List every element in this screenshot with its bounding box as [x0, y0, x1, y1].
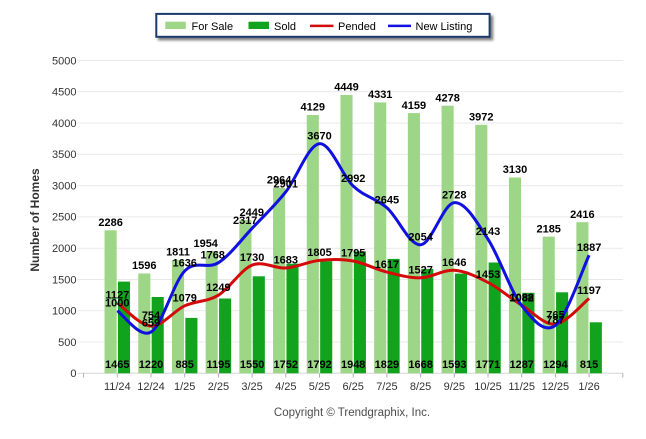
svg-text:2500: 2500: [52, 212, 76, 224]
svg-text:2964: 2964: [267, 175, 292, 187]
svg-text:659: 659: [142, 318, 160, 330]
svg-text:1000: 1000: [105, 297, 129, 309]
svg-text:2317: 2317: [233, 215, 257, 227]
svg-text:2449: 2449: [240, 207, 264, 219]
svg-text:10/25: 10/25: [474, 381, 502, 393]
svg-text:1294: 1294: [543, 359, 568, 371]
svg-text:1596: 1596: [132, 260, 156, 272]
svg-text:New Listing: New Listing: [416, 21, 473, 33]
svg-text:2901: 2901: [274, 179, 298, 191]
svg-text:500: 500: [58, 337, 76, 349]
svg-text:1500: 1500: [52, 274, 76, 286]
svg-text:Pended: Pended: [338, 21, 376, 33]
svg-text:1082: 1082: [509, 292, 533, 304]
svg-text:2/25: 2/25: [208, 381, 229, 393]
svg-text:3670: 3670: [307, 130, 331, 142]
svg-text:1/26: 1/26: [578, 381, 599, 393]
svg-text:1771: 1771: [476, 359, 500, 371]
svg-text:1220: 1220: [139, 359, 163, 371]
svg-text:1088: 1088: [509, 292, 533, 304]
svg-text:1683: 1683: [274, 255, 298, 267]
svg-text:4500: 4500: [52, 87, 76, 99]
svg-text:4/25: 4/25: [275, 381, 296, 393]
svg-text:765: 765: [546, 309, 564, 321]
svg-text:5/25: 5/25: [309, 381, 330, 393]
svg-text:1768: 1768: [200, 249, 224, 261]
svg-text:2286: 2286: [98, 217, 122, 229]
svg-text:3500: 3500: [52, 149, 76, 161]
svg-text:1195: 1195: [206, 359, 230, 371]
svg-text:2416: 2416: [570, 209, 594, 221]
svg-text:1805: 1805: [307, 247, 331, 259]
svg-text:0: 0: [70, 368, 76, 380]
svg-text:1752: 1752: [274, 359, 298, 371]
svg-text:2728: 2728: [442, 189, 466, 201]
svg-text:12/24: 12/24: [137, 381, 165, 393]
svg-text:1829: 1829: [375, 359, 399, 371]
svg-text:3000: 3000: [52, 180, 76, 192]
svg-text:754: 754: [142, 310, 161, 322]
svg-text:2000: 2000: [52, 243, 76, 255]
svg-text:2143: 2143: [476, 226, 500, 238]
svg-text:4331: 4331: [368, 89, 392, 101]
svg-text:1730: 1730: [240, 252, 264, 264]
svg-text:9/25: 9/25: [444, 381, 465, 393]
svg-text:4159: 4159: [402, 100, 426, 112]
svg-text:1593: 1593: [442, 359, 466, 371]
svg-text:1/25: 1/25: [174, 381, 195, 393]
svg-text:1954: 1954: [193, 238, 218, 250]
svg-text:Copyright © Trendgraphix, Inc.: Copyright © Trendgraphix, Inc.: [274, 407, 430, 419]
svg-text:1453: 1453: [476, 269, 500, 281]
svg-text:5000: 5000: [52, 55, 76, 67]
svg-text:1948: 1948: [341, 359, 365, 371]
svg-text:2054: 2054: [408, 232, 433, 244]
svg-text:1287: 1287: [509, 359, 533, 371]
svg-text:11/25: 11/25: [508, 381, 535, 393]
svg-text:2185: 2185: [536, 223, 560, 235]
svg-text:3972: 3972: [469, 112, 493, 124]
svg-text:1646: 1646: [442, 257, 466, 269]
svg-text:1000: 1000: [52, 306, 76, 318]
svg-text:1249: 1249: [206, 282, 230, 294]
svg-text:815: 815: [580, 359, 598, 371]
svg-text:4129: 4129: [301, 102, 325, 114]
svg-text:1617: 1617: [375, 259, 399, 271]
svg-text:Sold: Sold: [274, 21, 296, 33]
svg-text:7/25: 7/25: [376, 381, 397, 393]
svg-text:2992: 2992: [341, 173, 365, 185]
svg-text:Number of Homes: Number of Homes: [28, 168, 42, 272]
svg-text:1792: 1792: [307, 359, 331, 371]
svg-text:1079: 1079: [172, 293, 196, 305]
svg-text:3/25: 3/25: [241, 381, 262, 393]
svg-text:For Sale: For Sale: [192, 21, 234, 33]
svg-text:3130: 3130: [503, 164, 527, 176]
svg-text:4000: 4000: [52, 118, 76, 130]
svg-text:8/25: 8/25: [410, 381, 431, 393]
svg-text:11/24: 11/24: [104, 381, 131, 393]
svg-text:1887: 1887: [577, 242, 601, 254]
svg-text:12/25: 12/25: [542, 381, 570, 393]
svg-text:6/25: 6/25: [342, 381, 363, 393]
svg-text:4449: 4449: [334, 82, 358, 94]
svg-text:787: 787: [546, 315, 564, 327]
svg-text:2645: 2645: [375, 195, 399, 207]
svg-text:885: 885: [176, 359, 194, 371]
svg-text:4278: 4278: [435, 92, 459, 104]
svg-text:1127: 1127: [105, 290, 129, 302]
svg-text:1811: 1811: [166, 247, 190, 259]
svg-text:1795: 1795: [341, 248, 365, 260]
svg-text:1197: 1197: [577, 285, 601, 297]
svg-text:1550: 1550: [240, 359, 264, 371]
svg-text:1527: 1527: [408, 265, 432, 277]
svg-text:1668: 1668: [408, 359, 432, 371]
svg-text:1636: 1636: [172, 258, 196, 270]
svg-text:1465: 1465: [105, 359, 129, 371]
